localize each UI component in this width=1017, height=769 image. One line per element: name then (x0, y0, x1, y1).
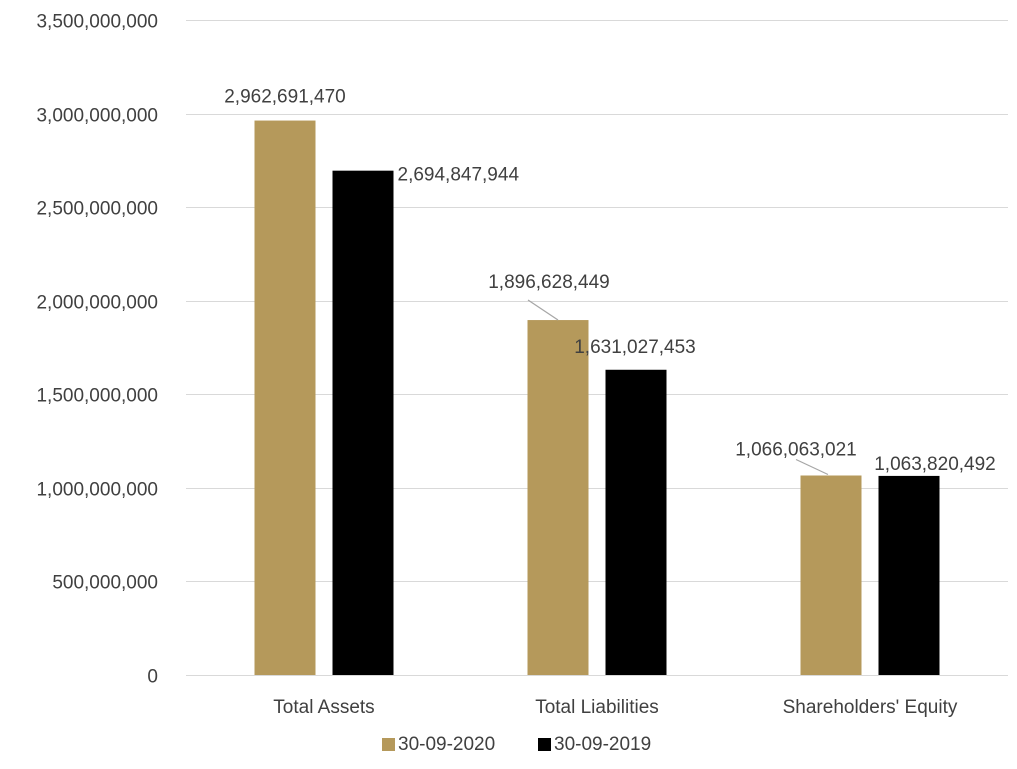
data-label: 1,063,820,492 (874, 454, 996, 475)
data-label: 1,066,063,021 (735, 439, 857, 460)
category-label: Total Liabilities (535, 697, 659, 718)
gridlines (186, 20, 1008, 676)
bars (254, 120, 940, 675)
y-tick-label: 3,000,000,000 (36, 106, 158, 127)
x-axis-category-labels: Total Assets Total Liabilities Shareholder… (273, 697, 958, 718)
data-label: 1,631,027,453 (574, 337, 696, 358)
y-tick-label: 0 (147, 667, 158, 688)
y-tick-label: 3,500,000,000 (36, 12, 158, 33)
legend-label: 30-09-2020 (398, 734, 495, 755)
legend-swatch (538, 738, 551, 751)
data-label: 1,896,628,449 (488, 272, 610, 293)
data-label: 2,694,847,944 (398, 165, 520, 186)
y-tick-label: 1,000,000,000 (36, 480, 158, 501)
bar-series-2020 (254, 120, 316, 675)
bar-series-2020 (527, 320, 589, 675)
bar-series-2019 (878, 475, 940, 675)
category-label: Total Assets (273, 697, 374, 718)
y-tick-label: 1,500,000,000 (36, 386, 158, 407)
label-leader-line (527, 299, 559, 321)
data-label: 2,962,691,470 (224, 87, 346, 108)
data-labels: 2,962,691,470 2,694,847,944 1,896,628,449 1… (224, 87, 996, 476)
category-label: Shareholders' Equity (783, 697, 958, 718)
y-tick-label: 2,000,000,000 (36, 293, 158, 314)
bar-series-2020 (800, 475, 862, 675)
y-axis-tick-labels: 0 500,000,000 1,000,000,000 1,500,000,000 2,… (36, 12, 158, 688)
bar-series-2019 (332, 170, 394, 675)
legend-label: 30-09-2019 (554, 734, 651, 755)
y-tick-label: 500,000,000 (52, 573, 158, 594)
bar-series-2019 (605, 369, 667, 675)
legend: 30-09-2020 30-09-2019 (382, 734, 651, 755)
legend-swatch (382, 738, 395, 751)
y-tick-label: 2,500,000,000 (36, 199, 158, 220)
label-leader-line (795, 458, 829, 476)
